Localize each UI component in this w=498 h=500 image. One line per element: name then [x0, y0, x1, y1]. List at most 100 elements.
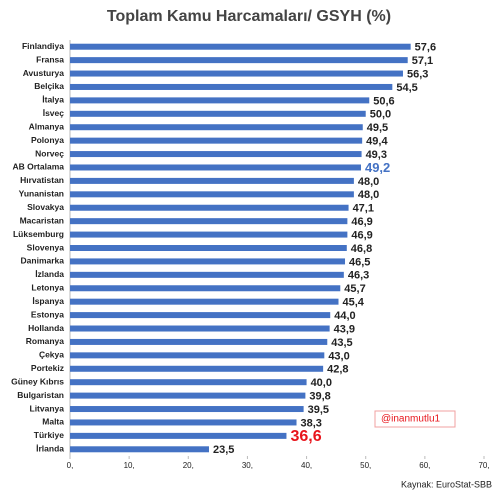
bar	[70, 218, 348, 225]
bar	[70, 365, 324, 372]
value-label: 36,6	[290, 428, 321, 445]
value-label: 46,9	[351, 229, 372, 241]
y-tick-label: İtalya	[42, 95, 64, 105]
y-tick-label: Portekiz	[31, 363, 64, 373]
y-tick-label: AB Ortalama	[13, 162, 65, 172]
bar	[70, 432, 287, 439]
value-label: 46,9	[351, 216, 372, 228]
x-tick-label: 50,	[360, 461, 371, 470]
y-tick-label: Hırvatistan	[20, 175, 64, 185]
value-label: 48,0	[358, 176, 379, 188]
y-tick-label: İrlanda	[36, 444, 64, 454]
y-tick-label: Danimarka	[21, 256, 65, 266]
value-label: 39,8	[309, 391, 330, 403]
y-tick-label: Yunanistan	[19, 189, 64, 199]
y-tick-label: Avusturya	[23, 68, 65, 78]
bar	[70, 379, 307, 386]
y-tick-label: İzlanda	[35, 269, 64, 279]
bar	[70, 406, 304, 413]
value-label: 47,1	[353, 203, 374, 215]
value-label: 49,2	[365, 160, 390, 175]
annotation-box	[374, 410, 456, 428]
y-tick-label: Finlandiya	[22, 41, 64, 51]
bar	[70, 83, 393, 90]
y-tick-label: Bulgaristan	[17, 390, 64, 400]
y-tick-label: Litvanya	[30, 403, 65, 413]
y-tick-label: Polonya	[31, 135, 64, 145]
y-tick-label: Macaristan	[20, 215, 64, 225]
value-label: 50,0	[370, 109, 391, 121]
value-label: 42,8	[327, 364, 348, 376]
bar	[70, 392, 306, 399]
value-label: 49,4	[366, 136, 388, 148]
value-label: 56,3	[407, 68, 428, 80]
y-tick-label: Slovenya	[27, 242, 65, 252]
y-tick-label: Malta	[42, 417, 64, 427]
y-tick-label: Hollanda	[28, 323, 64, 333]
value-label: 38,3	[301, 417, 322, 429]
y-tick-label: Türkiye	[34, 430, 65, 440]
bar	[70, 419, 297, 426]
y-tick-label: Lüksemburg	[13, 229, 64, 239]
value-label: 43,0	[328, 350, 349, 362]
source: Kaynak: EuroStat-SBB	[401, 479, 492, 489]
value-label: 44,0	[334, 310, 355, 322]
bar	[70, 338, 328, 345]
value-label: 45,4	[343, 297, 365, 309]
x-tick-label: 0,	[67, 461, 74, 470]
y-tick-label: Çekya	[39, 350, 64, 360]
y-tick-label: Slovakya	[27, 202, 64, 212]
y-tick-label: Belçika	[34, 81, 64, 91]
value-label: 46,5	[349, 256, 370, 268]
value-label: 48,0	[358, 189, 379, 201]
chart-title: Toplam Kamu Harcamaları/ GSYH (%)	[107, 8, 391, 25]
bar	[70, 137, 363, 144]
y-tick-label: Norveç	[35, 148, 64, 158]
value-label: 39,5	[308, 404, 329, 416]
bar	[70, 245, 347, 251]
bar	[70, 43, 411, 50]
x-tick-label: 10,	[124, 461, 135, 470]
x-tick-label: 70,	[478, 461, 489, 470]
bar	[70, 271, 344, 278]
value-label: 54,5	[396, 82, 417, 94]
bar	[70, 446, 209, 453]
x-tick-label: 40,	[301, 461, 312, 470]
bar	[70, 258, 346, 265]
bar	[70, 70, 403, 77]
bar	[70, 204, 349, 211]
value-label: 49,5	[367, 122, 388, 134]
y-tick-label: İsveç	[43, 108, 65, 118]
x-tick-label: 30,	[242, 461, 253, 470]
y-tick-label: Romanya	[26, 336, 65, 346]
y-tick-label: İspanya	[32, 296, 64, 306]
value-label: 46,8	[351, 243, 372, 255]
bar	[70, 191, 354, 198]
y-tick-label: Letonya	[31, 283, 64, 293]
value-label: 50,6	[373, 95, 394, 107]
bar	[70, 231, 348, 238]
x-tick-label: 20,	[183, 461, 194, 470]
bar	[70, 124, 363, 131]
bar	[70, 285, 341, 292]
bar	[70, 312, 331, 319]
value-label: 45,7	[344, 283, 365, 295]
bar	[70, 298, 339, 305]
bar	[70, 325, 330, 332]
y-tick-label: Estonya	[31, 309, 64, 319]
bar	[70, 57, 408, 64]
bar	[70, 151, 362, 158]
bar	[70, 164, 361, 171]
bar	[70, 177, 354, 184]
bar	[70, 352, 325, 359]
value-label: 40,0	[311, 377, 332, 389]
y-tick-label: Almanya	[29, 121, 65, 131]
x-tick-label: 60,	[419, 461, 430, 470]
value-label: 43,5	[331, 337, 352, 349]
annotation: @inanmutlu1	[381, 414, 441, 425]
value-label: 46,3	[348, 270, 369, 282]
value-label: 43,9	[334, 323, 355, 335]
value-label: 23,5	[213, 444, 234, 456]
bar	[70, 97, 370, 104]
value-label: 49,3	[366, 149, 387, 161]
